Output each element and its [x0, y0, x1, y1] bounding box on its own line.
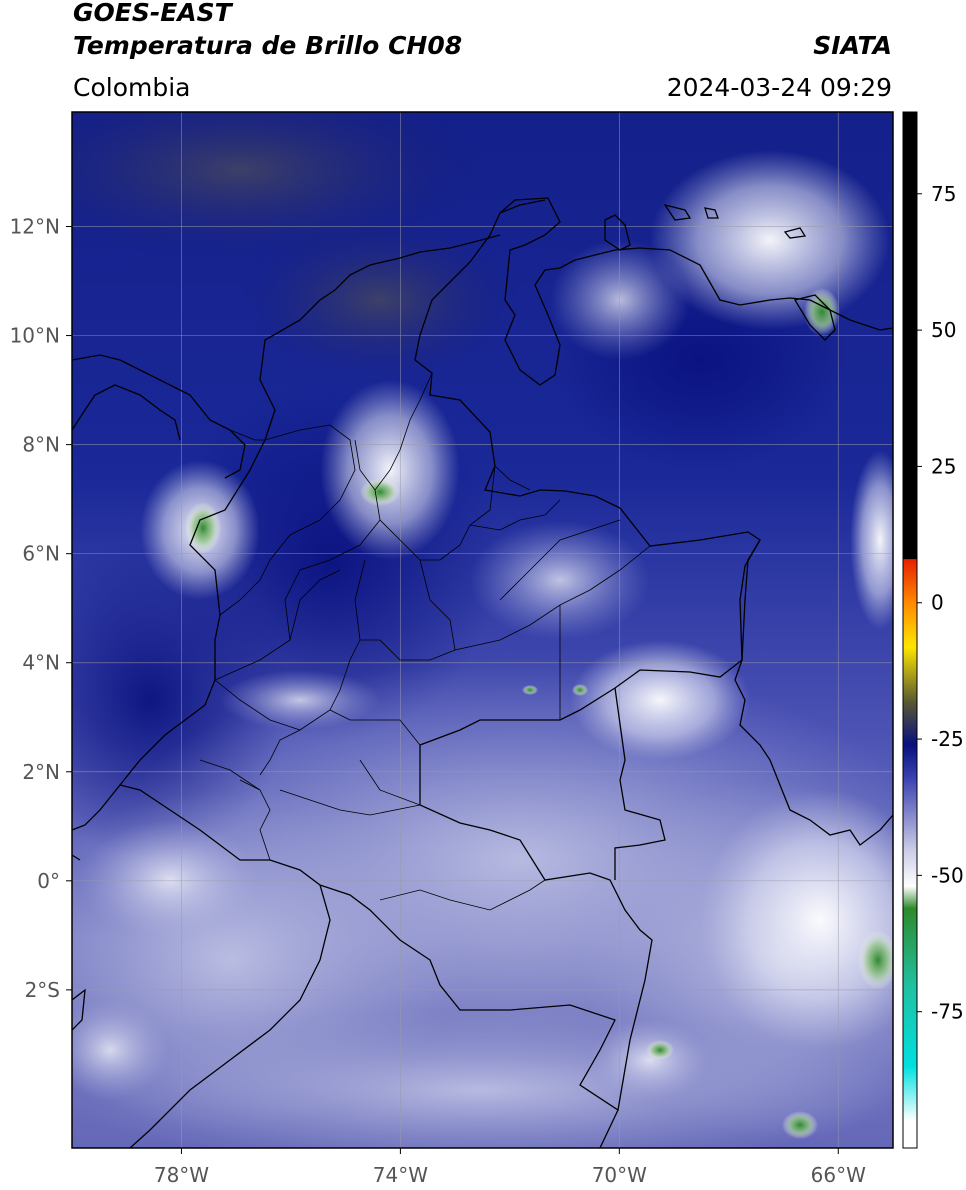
colorbar-band — [903, 112, 917, 560]
lon-tick-label: 66°W — [811, 1163, 866, 1187]
department-borders — [199, 372, 651, 911]
colorbar-tick-label: -25 — [931, 727, 964, 751]
colorbar-ticks: 75 50 25 0 -25 -50 -75 — [917, 182, 964, 1024]
region-label: Colombia — [73, 73, 191, 102]
country-borders — [72, 197, 893, 1148]
map-gridlines — [72, 112, 893, 1148]
product-title: Temperatura de Brillo CH08 — [73, 31, 463, 60]
colorbar-tick-label: 75 — [931, 182, 956, 206]
lat-tick-label: 0° — [37, 869, 60, 893]
satellite-imagery — [72, 112, 893, 1148]
colorbar-bands — [903, 112, 917, 1149]
satellite-title: GOES-EAST — [73, 0, 232, 27]
colorbar-tick-label: 25 — [931, 454, 956, 478]
longitude-axis: 78°W 74°W 70°W 66°W — [154, 1148, 866, 1187]
latitude-axis: 12°N 10°N 8°N 6°N 4°N 2°N 0° 2°S — [10, 215, 72, 1002]
colorbar-band — [903, 886, 917, 909]
lon-tick-label: 70°W — [592, 1163, 647, 1187]
colorbar: 75 50 25 0 -25 -50 -75 — [902, 111, 964, 1149]
colorbar-frame — [902, 111, 918, 1149]
colorbar-band — [903, 602, 917, 647]
colorbar-tick-label: -75 — [931, 1000, 964, 1024]
colorbar-band — [903, 1066, 917, 1122]
colorbar-tick-label: 50 — [931, 318, 956, 342]
lat-tick-label: 12°N — [10, 215, 60, 239]
colorbar-band — [903, 848, 917, 887]
colorbar-band — [903, 1120, 917, 1149]
colorbar-band — [903, 908, 917, 985]
lat-tick-label: 2°N — [22, 760, 60, 784]
datetime-label: 2024-03-24 09:29 — [666, 73, 892, 102]
colorbar-band — [903, 744, 917, 778]
colorbar-band — [903, 984, 917, 1067]
colorbar-tick-label: 0 — [931, 591, 944, 615]
colorbar-band — [903, 777, 917, 849]
map-frame — [71, 111, 894, 1149]
lon-tick-label: 74°W — [373, 1163, 428, 1187]
lon-tick-label: 78°W — [154, 1163, 209, 1187]
lat-tick-label: 10°N — [10, 324, 60, 348]
agency-label: SIATA — [813, 31, 892, 60]
colorbar-band — [903, 700, 917, 746]
colorbar-band — [903, 559, 917, 604]
colorbar-band — [903, 646, 917, 702]
colorbar-tick-label: -50 — [931, 863, 964, 887]
lat-tick-label: 4°N — [22, 651, 60, 675]
lat-tick-label: 6°N — [22, 542, 60, 566]
lat-tick-label: 2°S — [25, 978, 60, 1002]
lat-tick-label: 8°N — [22, 433, 60, 457]
